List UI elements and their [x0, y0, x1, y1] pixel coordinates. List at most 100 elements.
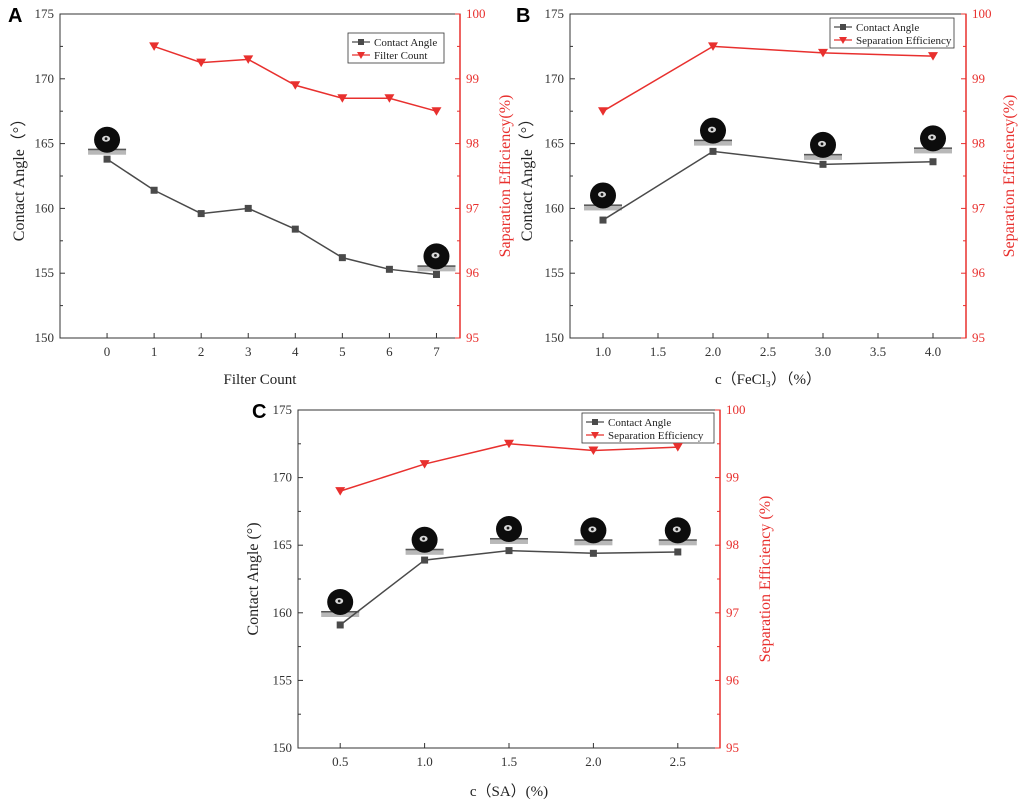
- x-tick-label-a: 5: [339, 344, 346, 359]
- droplet-inset-c: [321, 588, 360, 617]
- y-tick-label-right-c: 96: [726, 672, 740, 687]
- x-tick-label-a: 2: [198, 344, 205, 359]
- panel-label-a: A: [8, 5, 22, 27]
- separation-efficiency-point-a: [243, 55, 254, 64]
- y-tick-label-right-a: 95: [466, 330, 479, 345]
- x-tick-label-c: 1.5: [501, 754, 517, 769]
- droplet-reflection-b: [600, 193, 604, 196]
- legend-marker-contact-c: [592, 419, 598, 425]
- y-tick-label-right-c: 100: [726, 402, 746, 417]
- droplet-inset-c: [490, 515, 528, 544]
- x-tick-label-a: 3: [245, 344, 252, 359]
- separation-efficiency-point-c: [672, 443, 683, 452]
- y-tick-label-right-b: 97: [972, 200, 986, 215]
- contact-angle-point-a: [150, 186, 158, 194]
- y-tick-label-left-a: 170: [35, 71, 55, 86]
- droplet-reflection-c: [337, 599, 341, 603]
- contact-angle-line-c: [339, 549, 678, 626]
- droplet-reflection-b: [710, 128, 714, 132]
- legend-box-a: [347, 32, 445, 64]
- y-tick-label-right-c: 95: [726, 740, 739, 755]
- contact-angle-point-b: [929, 158, 937, 166]
- legend-label-contact-a: Contact Angle: [374, 37, 437, 49]
- y-tick-label-right-b: 98: [972, 136, 985, 151]
- droplet-inset-b: [584, 182, 622, 211]
- contact-angle-point-a: [103, 155, 111, 163]
- droplet-inset-b: [694, 117, 732, 146]
- y-tick-label-left-b: 175: [545, 6, 565, 21]
- y-tick-label-left-a: 175: [35, 6, 55, 21]
- droplet-inset-b: [914, 125, 952, 154]
- contact-angle-line-b: [602, 150, 934, 221]
- plot-frame-b: [569, 13, 967, 339]
- y-tick-label-left-b: 165: [545, 136, 565, 151]
- y-tick-label-left-c: 170: [273, 470, 293, 485]
- legend-label-separation-b: Separation Efficiency: [856, 35, 952, 47]
- separation-efficiency-line-b: [602, 45, 934, 112]
- x-axis-title-c: c（SA）(%): [470, 783, 548, 800]
- contact-angle-point-c: [336, 621, 344, 629]
- x-tick-label-a: 0: [104, 344, 111, 359]
- x-tick-label-b: 3.5: [870, 344, 886, 359]
- y-tick-label-right-b: 96: [972, 265, 986, 280]
- y-tick-label-right-b: 95: [972, 330, 985, 345]
- chart-panel-b: B c（FeCl₃）（%） Contact Angle（°） Separatio…: [516, 5, 1018, 388]
- chart-panel-c: C c（SA）(%) Contact Angle (°) Separation …: [245, 401, 774, 800]
- y-axis-title-right-b: Separation Efficiency(%): [1001, 95, 1018, 258]
- x-tick-label-a: 6: [386, 344, 393, 359]
- separation-efficiency-point-a: [290, 81, 301, 90]
- legend-label-contact-c: Contact Angle: [608, 417, 671, 429]
- y-tick-label-left-c: 155: [273, 672, 293, 687]
- x-tick-label-c: 2.5: [670, 754, 686, 769]
- contact-angle-point-a: [338, 254, 346, 262]
- legend-a: Contact Angle Filter Count: [347, 32, 445, 64]
- x-tick-label-b: 3.0: [815, 344, 831, 359]
- y-axis-title-right-a: Saparation Efficiency(%): [497, 95, 514, 258]
- y-tick-label-right-a: 97: [466, 200, 480, 215]
- y-tick-label-right-b: 99: [972, 71, 985, 86]
- legend-marker-separation-b: [839, 37, 847, 44]
- droplet-inset-c: [658, 517, 697, 546]
- droplet-reflection-c: [591, 527, 594, 531]
- separation-efficiency-point-c: [588, 446, 599, 456]
- y-axis-title-left-b: Contact Angle（°）: [518, 111, 536, 241]
- separation-efficiency-line-c: [339, 443, 678, 492]
- y-tick-label-left-b: 155: [545, 265, 565, 280]
- separation-efficiency-point-b: [818, 48, 828, 58]
- droplet-inset-b: [804, 131, 842, 160]
- y-axis-title-left-a: Contact Angle（°）: [10, 111, 28, 241]
- legend-label-separation-a: Filter Count: [374, 50, 427, 62]
- x-tick-label-c: 1.0: [416, 754, 432, 769]
- separation-efficiency-point-a: [149, 42, 160, 51]
- legend-c: Contact Angle Separation Efficiency: [581, 412, 715, 444]
- contact-angle-point-c: [589, 549, 597, 557]
- legend-marker-separation-c: [591, 432, 599, 439]
- droplet-reflection-c: [422, 537, 425, 541]
- separation-efficiency-point-c: [504, 439, 514, 449]
- y-tick-label-left-a: 165: [35, 136, 55, 151]
- contact-angle-line-a: [106, 158, 437, 276]
- y-tick-label-left-a: 160: [35, 200, 55, 215]
- x-axis-title-b: c（FeCl₃）（%）: [715, 371, 821, 388]
- y-tick-label-right-a: 99: [466, 71, 479, 86]
- x-tick-label-a: 1: [151, 344, 158, 359]
- contact-angle-point-b: [709, 147, 717, 155]
- contact-angle-point-a: [291, 225, 299, 233]
- x-tick-label-b: 4.0: [925, 344, 941, 359]
- x-tick-label-b: 1.0: [595, 344, 611, 359]
- y-tick-label-right-c: 98: [726, 537, 739, 552]
- x-tick-label-c: 2.0: [585, 754, 601, 769]
- plot-frame-c: [297, 409, 721, 749]
- y-tick-label-right-a: 96: [466, 265, 480, 280]
- contact-angle-point-c: [505, 547, 513, 555]
- contact-angle-point-c: [421, 556, 429, 564]
- legend-marker-contact-b: [840, 24, 846, 30]
- y-tick-label-right-b: 100: [972, 6, 992, 21]
- panel-label-b: B: [516, 5, 530, 27]
- contact-angle-point-a: [432, 270, 440, 278]
- contact-angle-point-c: [674, 548, 682, 556]
- y-tick-label-right-a: 100: [466, 6, 486, 21]
- legend-marker-contact-a: [358, 39, 364, 45]
- y-tick-label-left-a: 155: [35, 265, 55, 280]
